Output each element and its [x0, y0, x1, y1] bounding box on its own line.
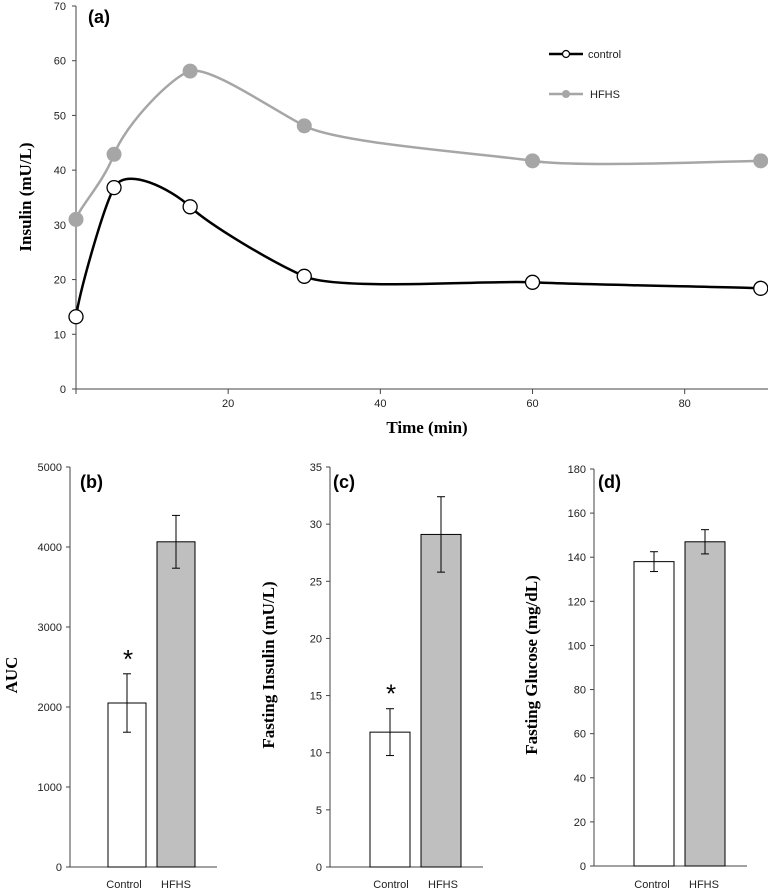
panel-c-category-label-control: Control — [373, 879, 408, 891]
panel-b-bar-hfhs — [156, 541, 196, 868]
panel-d-bar-hfhs — [684, 541, 726, 867]
panel-c-y-tick-label: 10 — [310, 748, 322, 760]
series-control-point — [68, 309, 84, 325]
panel-b-y-tick-label: 2000 — [38, 702, 62, 714]
panel-d-category-label-control: Control — [634, 879, 669, 891]
panel-a-x-tick-label: 60 — [526, 398, 538, 410]
panel-b-y-tick-label: 4000 — [38, 542, 62, 554]
panel-d-bar-chart: (d) Fasting Glucose (mg/dL) 0 20 40 60 80 100… — [522, 464, 747, 891]
panel-a-y-tick-label: 0 — [60, 384, 66, 396]
panel-d-y-tick-label: 180 — [568, 464, 586, 476]
series-control-point — [524, 274, 541, 290]
panel-a-x-tick-label: 20 — [222, 398, 234, 410]
panel-a-label: (a) — [88, 7, 110, 27]
series-hfhs-point — [525, 153, 541, 169]
panel-b-category-label-control: Control — [106, 879, 141, 891]
panel-d-y-tick-label: 100 — [568, 640, 586, 652]
panel-d-y-tick-label: 120 — [568, 596, 586, 608]
panel-c-significance-marker-control: * — [386, 679, 396, 709]
panel-a-y-tick-label: 20 — [54, 275, 66, 287]
series-hfhs-point — [296, 118, 312, 134]
panel-a-line-chart: (a) Time (min) Insulin (mU/L) control HF… — [16, 1, 768, 437]
panel-a-y-tick-label: 10 — [54, 329, 66, 341]
panel-a-y-tick-label: 70 — [54, 1, 66, 13]
panel-d-y-axis-label: Fasting Glucose (mg/dL) — [522, 575, 541, 754]
series-hfhs-point — [68, 211, 84, 227]
panel-c-category-label-hfhs: HFHS — [428, 879, 458, 891]
panel-c-y-tick-label: 15 — [310, 691, 322, 703]
panel-d-category-label-hfhs: HFHS — [689, 879, 719, 891]
panel-d-y-tick-label: 140 — [568, 552, 586, 564]
panel-b-y-axis-label: AUC — [2, 657, 21, 694]
series-control-line — [74, 177, 761, 317]
series-control-point — [182, 199, 198, 215]
panel-a-y-axis-label: Insulin (mU/L) — [16, 142, 35, 251]
panel-a-y-tick-label: 60 — [54, 56, 66, 68]
panel-d-bar-control — [633, 561, 675, 867]
panel-c-y-tick-label: 0 — [316, 862, 322, 874]
panel-a-x-tick-label: 80 — [679, 398, 691, 410]
panel-b-y-tick-label: 0 — [56, 862, 62, 874]
panel-b-significance-marker-control: * — [123, 644, 133, 674]
panel-a-y-tick-label: 30 — [54, 220, 66, 232]
panel-b-label: (b) — [80, 472, 103, 492]
series-control-point — [753, 280, 768, 296]
panel-d-y-tick-label: 0 — [580, 861, 586, 873]
panel-c-y-tick-label: 5 — [316, 805, 322, 817]
panel-d-y-tick-label: 80 — [574, 685, 586, 697]
panel-c-bar-chart: (c) Fasting Insulin (mU/L) 0 5 10 15 20 25 30 3… — [259, 462, 483, 891]
panel-a-x-tick-label: 40 — [374, 398, 386, 410]
series-control-point — [296, 268, 312, 284]
panel-c-y-tick-label: 30 — [310, 519, 322, 531]
panel-b-bar-chart: (b) AUC 0 1000 2000 3000 4000 5000 * Control HFH… — [2, 462, 217, 891]
series-control-point — [106, 180, 122, 196]
panel-d-y-tick-label: 60 — [574, 729, 586, 741]
panel-c-y-tick-label: 35 — [310, 462, 322, 474]
panel-c-label: (c) — [333, 472, 355, 492]
panel-d-y-tick-label: 20 — [574, 817, 586, 829]
panel-c-y-axis-label: Fasting Insulin (mU/L) — [259, 581, 278, 748]
panel-b-y-tick-label: 5000 — [38, 462, 62, 474]
legend-hfhs-label: HFHS — [590, 89, 620, 101]
panel-a-y-tick-label: 50 — [54, 110, 66, 122]
panel-d-y-tick-label: 40 — [574, 773, 586, 785]
panel-a-y-tick-label: 40 — [54, 165, 66, 177]
panel-a-legend: control HFHS — [549, 49, 621, 101]
panel-a-x-axis-label: Time (min) — [386, 418, 467, 437]
panel-d-y-tick-label: 160 — [568, 508, 586, 520]
panel-c-y-tick-label: 20 — [310, 633, 322, 645]
series-hfhs-point — [753, 153, 768, 169]
panel-b-y-tick-label: 1000 — [38, 782, 62, 794]
legend-control-marker — [561, 49, 571, 59]
panel-d-label: (d) — [598, 472, 621, 492]
series-hfhs-point — [106, 146, 122, 162]
panel-b-y-tick-label: 3000 — [38, 622, 62, 634]
panel-b-category-label-hfhs: HFHS — [161, 879, 191, 891]
legend-hfhs-marker — [562, 90, 570, 98]
series-hfhs-point — [182, 63, 198, 79]
panel-c-bar-hfhs — [420, 533, 462, 868]
panel-c-y-tick-label: 25 — [310, 576, 322, 588]
legend-control-label: control — [588, 49, 621, 61]
